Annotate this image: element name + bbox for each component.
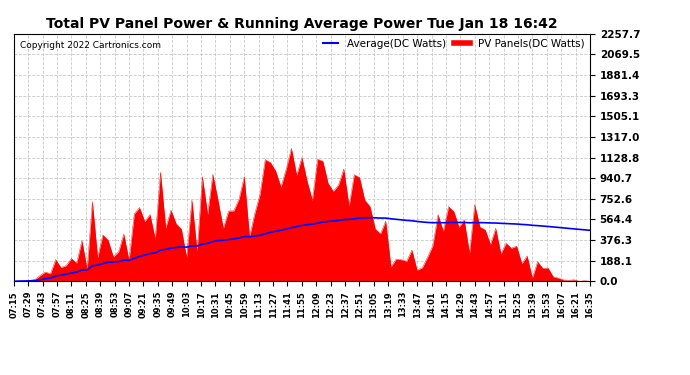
- Title: Total PV Panel Power & Running Average Power Tue Jan 18 16:42: Total PV Panel Power & Running Average P…: [46, 17, 558, 31]
- Text: Copyright 2022 Cartronics.com: Copyright 2022 Cartronics.com: [19, 41, 161, 50]
- Legend: Average(DC Watts), PV Panels(DC Watts): Average(DC Watts), PV Panels(DC Watts): [323, 39, 584, 49]
